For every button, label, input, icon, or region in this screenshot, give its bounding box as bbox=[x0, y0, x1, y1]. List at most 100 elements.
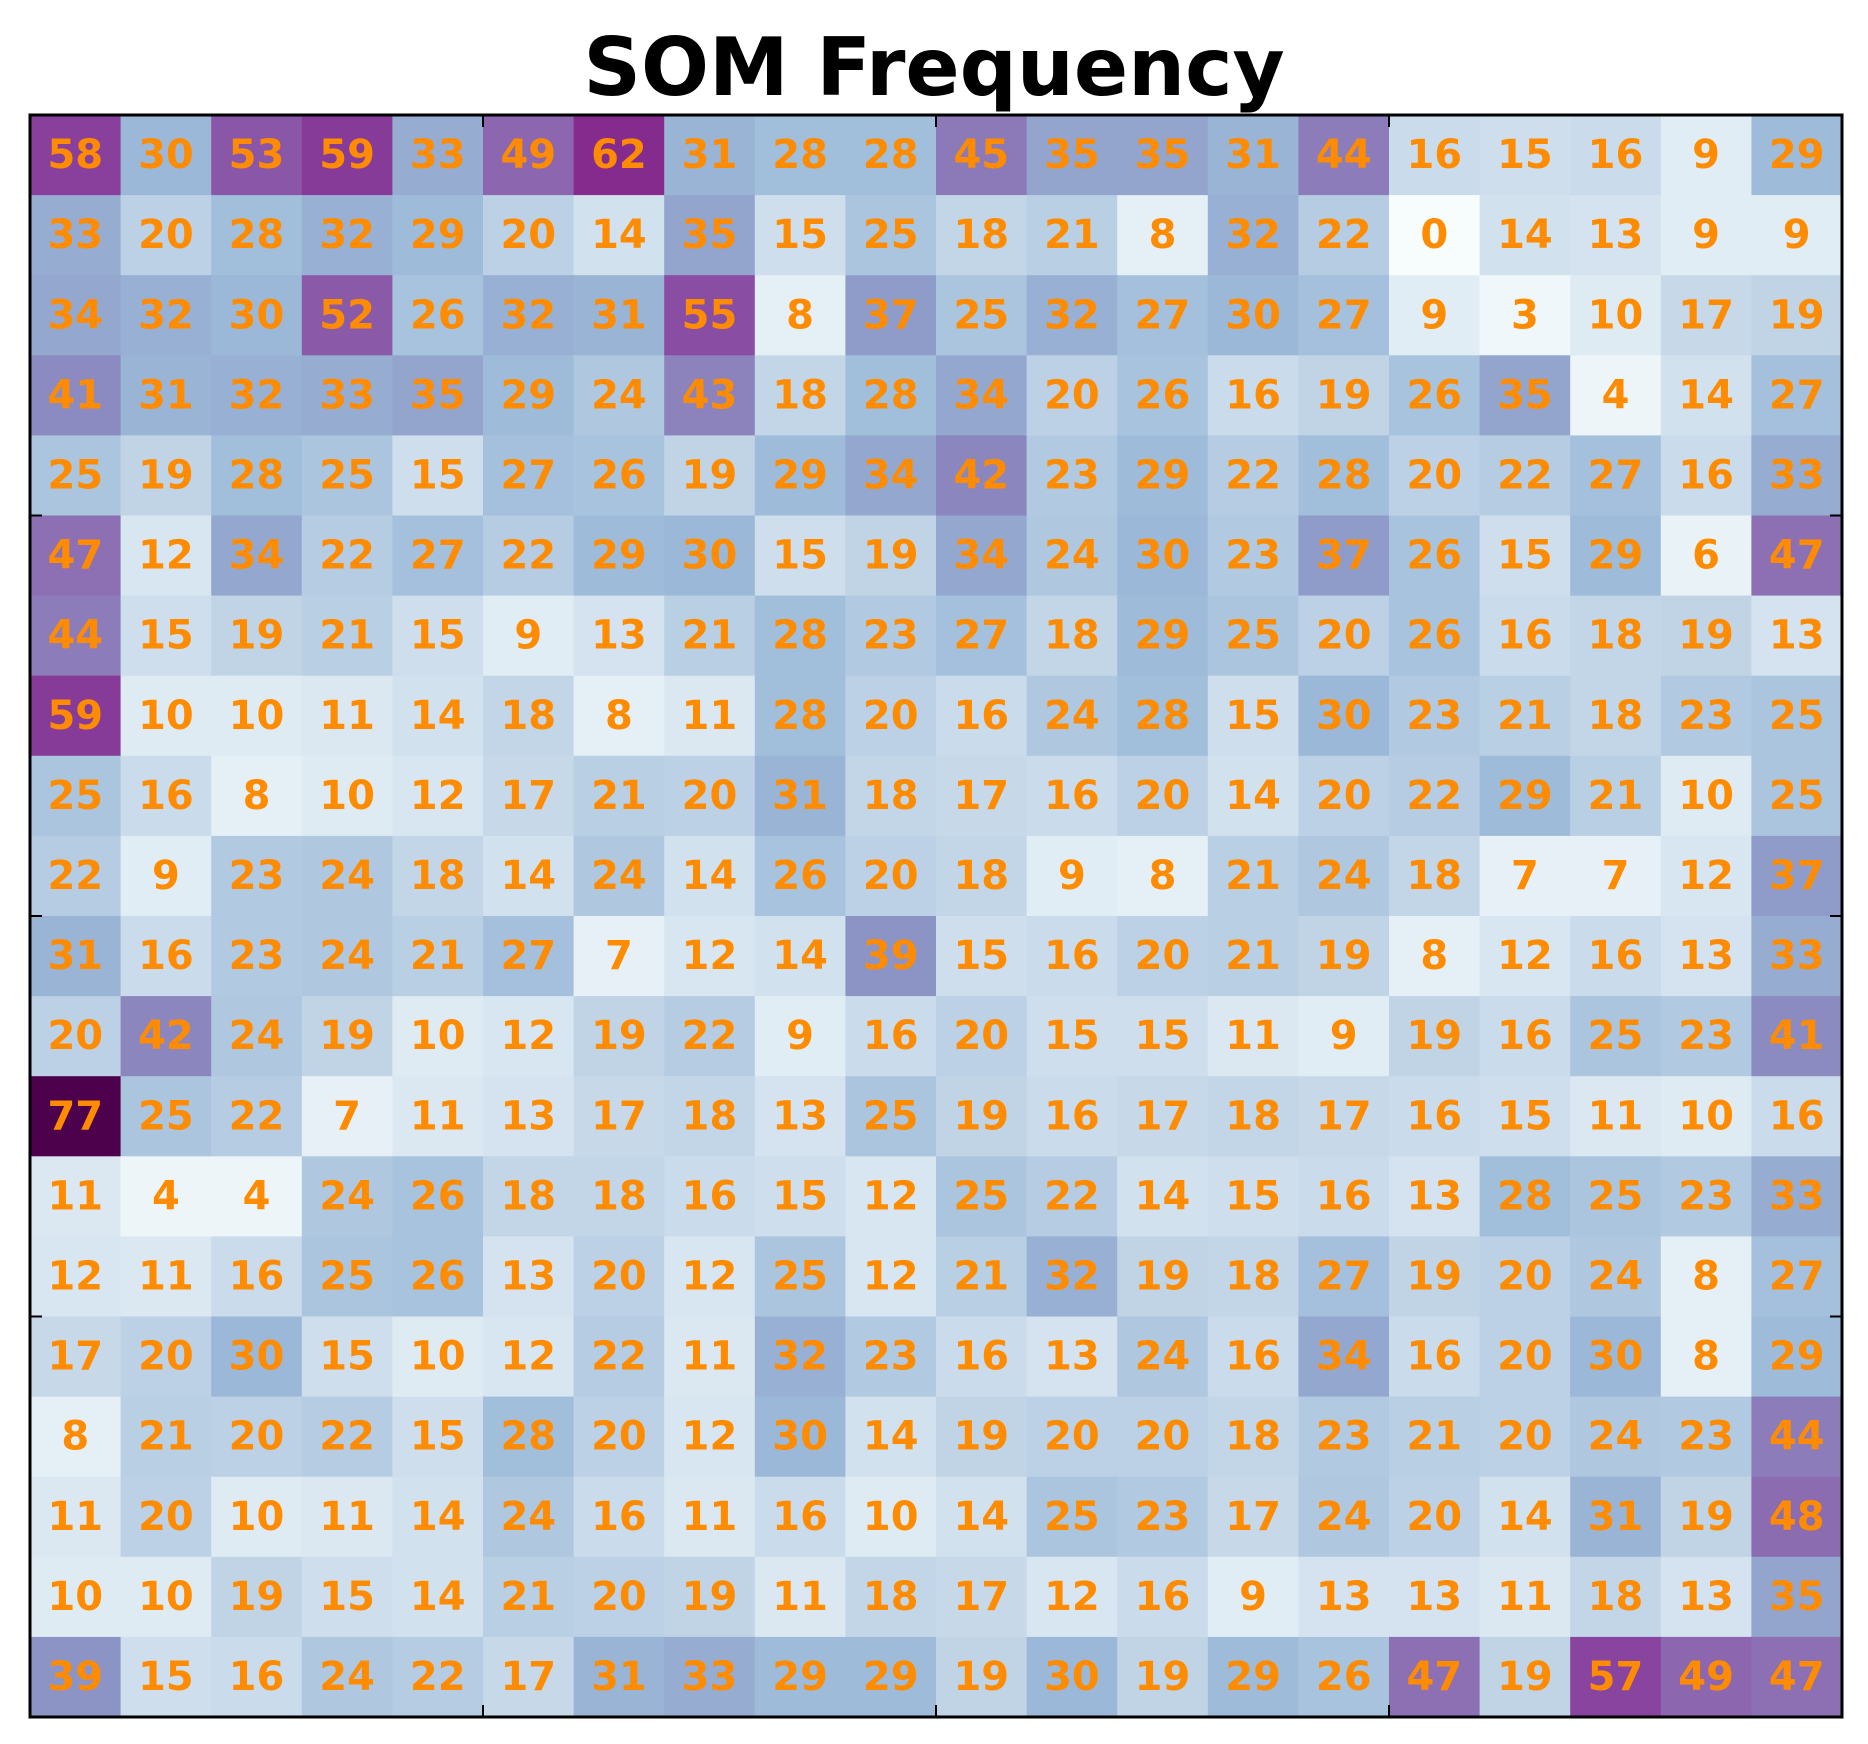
cell-value-label: 62 bbox=[591, 132, 647, 178]
cell-value-label: 29 bbox=[1225, 1654, 1281, 1700]
cell-value-label: 55 bbox=[682, 292, 738, 338]
cell-value-label: 14 bbox=[500, 853, 556, 899]
cell-value-label: 20 bbox=[591, 1414, 647, 1460]
cell-value-label: 22 bbox=[47, 853, 103, 899]
heatmap-cell bbox=[211, 1396, 303, 1478]
cell-value-label: 15 bbox=[1497, 1093, 1553, 1139]
cell-value-label: 17 bbox=[953, 1574, 1009, 1620]
cell-value-label: 14 bbox=[410, 1574, 466, 1620]
heatmap-cell bbox=[392, 435, 484, 517]
cell-value-label: 18 bbox=[1225, 1253, 1281, 1299]
cell-value-label: 13 bbox=[1678, 933, 1734, 979]
cell-value-label: 20 bbox=[1044, 1414, 1100, 1460]
heatmap-cell bbox=[936, 355, 1028, 436]
cell-value-label: 33 bbox=[319, 372, 375, 418]
heatmap-cell bbox=[1117, 675, 1209, 757]
heatmap-cell bbox=[1298, 1556, 1390, 1638]
cell-value-label: 41 bbox=[47, 372, 103, 418]
cell-value-label: 33 bbox=[47, 212, 103, 258]
heatmap-cell bbox=[1389, 115, 1481, 196]
heatmap-cell bbox=[845, 1556, 937, 1638]
heatmap-cell bbox=[1660, 1156, 1752, 1237]
cell-value-label: 29 bbox=[591, 533, 647, 579]
heatmap-cell bbox=[664, 1556, 756, 1638]
cell-value-label: 24 bbox=[319, 853, 375, 899]
cell-value-label: 33 bbox=[1769, 933, 1825, 979]
cell-value-label: 25 bbox=[863, 1093, 919, 1139]
cell-value-label: 25 bbox=[47, 773, 103, 819]
cell-value-label: 26 bbox=[410, 292, 466, 338]
heatmap-cell bbox=[936, 195, 1028, 276]
heatmap-cell bbox=[301, 755, 393, 837]
heatmap-cell bbox=[1751, 595, 1843, 677]
heatmap-cell bbox=[1751, 1556, 1843, 1638]
heatmap-cell bbox=[1298, 115, 1390, 196]
cell-value-label: 31 bbox=[138, 372, 194, 418]
heatmap-cell bbox=[1026, 1076, 1118, 1157]
heatmap-cell bbox=[301, 1556, 393, 1638]
heatmap-cell bbox=[845, 755, 937, 837]
heatmap-cell bbox=[664, 595, 756, 677]
cell-value-label: 23 bbox=[1678, 1013, 1734, 1059]
cell-value-label: 32 bbox=[319, 212, 375, 258]
heatmap-cell bbox=[392, 275, 484, 356]
cell-value-label: 16 bbox=[1044, 773, 1100, 819]
cell-value-label: 53 bbox=[229, 132, 285, 178]
heatmap-cell bbox=[1479, 1236, 1571, 1318]
heatmap-cell bbox=[936, 1156, 1028, 1237]
cell-value-label: 29 bbox=[1135, 613, 1191, 659]
heatmap-cell bbox=[1298, 515, 1390, 597]
heatmap-cell bbox=[1570, 996, 1662, 1077]
cell-value-label: 12 bbox=[1497, 933, 1553, 979]
cell-value-label: 28 bbox=[863, 372, 919, 418]
cell-value-label: 21 bbox=[1225, 933, 1281, 979]
heatmap-cell bbox=[1570, 1156, 1662, 1237]
heatmap-cell bbox=[1570, 275, 1662, 356]
cell-value-label: 20 bbox=[1316, 613, 1372, 659]
heatmap-cell bbox=[120, 515, 212, 597]
heatmap-cell bbox=[1660, 835, 1752, 917]
cell-value-label: 24 bbox=[229, 1013, 285, 1059]
cell-value-label: 32 bbox=[1225, 212, 1281, 258]
cell-value-label: 25 bbox=[953, 1173, 1009, 1219]
heatmap-cell bbox=[936, 1476, 1028, 1558]
cell-value-label: 27 bbox=[1316, 292, 1372, 338]
heatmap-cell bbox=[392, 1236, 484, 1318]
cell-value-label: 20 bbox=[1497, 1253, 1553, 1299]
cell-value-label: 32 bbox=[772, 1334, 828, 1380]
heatmap-cell bbox=[483, 355, 575, 436]
heatmap-cell bbox=[30, 835, 122, 917]
heatmap-cell bbox=[1479, 595, 1571, 677]
cell-value-label: 33 bbox=[410, 132, 466, 178]
heatmap-cell bbox=[754, 755, 846, 837]
cell-value-label: 9 bbox=[1058, 853, 1086, 899]
heatmap-cell bbox=[1207, 675, 1299, 757]
cell-value-label: 32 bbox=[138, 292, 194, 338]
heatmap-cell bbox=[754, 515, 846, 597]
cell-value-label: 20 bbox=[1044, 372, 1100, 418]
heatmap-cell bbox=[392, 1076, 484, 1157]
cell-value-label: 14 bbox=[1225, 773, 1281, 819]
cell-value-label: 29 bbox=[1135, 452, 1191, 498]
cell-value-label: 20 bbox=[1497, 1414, 1553, 1460]
cell-value-label: 23 bbox=[863, 1334, 919, 1380]
cell-value-label: 24 bbox=[591, 372, 647, 418]
cell-value-label: 10 bbox=[1678, 773, 1734, 819]
cell-value-label: 13 bbox=[1406, 1173, 1462, 1219]
heatmap-cell bbox=[1117, 195, 1209, 276]
heatmap-cell bbox=[1207, 515, 1299, 597]
cell-value-label: 14 bbox=[863, 1414, 919, 1460]
cell-value-label: 20 bbox=[1135, 933, 1191, 979]
cell-value-label: 31 bbox=[591, 292, 647, 338]
cell-value-label: 10 bbox=[410, 1013, 466, 1059]
cell-value-label: 14 bbox=[953, 1494, 1009, 1540]
cell-value-label: 20 bbox=[591, 1574, 647, 1620]
heatmap-cell bbox=[754, 1636, 846, 1718]
heatmap-cell bbox=[573, 755, 665, 837]
cell-value-label: 47 bbox=[1769, 1654, 1825, 1700]
cell-value-label: 18 bbox=[500, 1173, 556, 1219]
cell-value-label: 0 bbox=[1420, 212, 1448, 258]
cell-value-label: 19 bbox=[229, 1574, 285, 1620]
cell-value-label: 26 bbox=[1406, 372, 1462, 418]
heatmap-cell bbox=[1660, 916, 1752, 997]
